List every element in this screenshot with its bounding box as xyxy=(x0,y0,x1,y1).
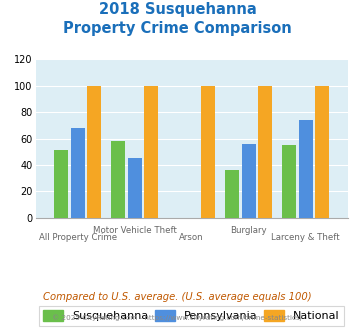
Bar xyxy=(282,145,296,218)
Bar xyxy=(225,170,239,218)
Bar xyxy=(242,144,256,218)
Bar xyxy=(87,86,102,218)
Bar xyxy=(128,158,142,218)
Text: Property Crime Comparison: Property Crime Comparison xyxy=(63,21,292,36)
Bar xyxy=(54,150,68,218)
Text: All Property Crime: All Property Crime xyxy=(39,233,117,242)
Text: Motor Vehicle Theft: Motor Vehicle Theft xyxy=(93,226,177,235)
Bar xyxy=(201,86,215,218)
Text: Compared to U.S. average. (U.S. average equals 100): Compared to U.S. average. (U.S. average … xyxy=(43,292,312,302)
Bar xyxy=(299,120,313,218)
Text: 2018 Susquehanna: 2018 Susquehanna xyxy=(99,2,256,16)
Bar xyxy=(111,141,125,218)
Text: Arson: Arson xyxy=(179,233,204,242)
Legend: Susquehanna, Pennsylvania, National: Susquehanna, Pennsylvania, National xyxy=(39,306,344,326)
Bar xyxy=(258,86,272,218)
Text: Larceny & Theft: Larceny & Theft xyxy=(271,233,340,242)
Text: © 2025 CityRating.com - https://www.cityrating.com/crime-statistics/: © 2025 CityRating.com - https://www.city… xyxy=(53,314,302,321)
Bar xyxy=(315,86,329,218)
Bar xyxy=(144,86,158,218)
Bar xyxy=(71,128,85,218)
Text: Burglary: Burglary xyxy=(230,226,267,235)
